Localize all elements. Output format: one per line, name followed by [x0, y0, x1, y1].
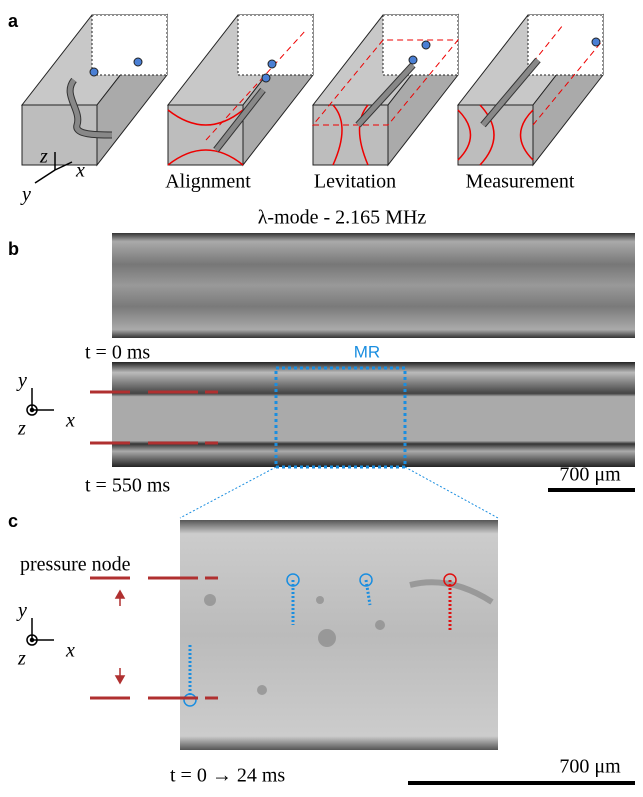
axis-label: y	[16, 370, 27, 392]
axes-a	[34, 152, 73, 184]
node-label: pressure node	[20, 554, 131, 576]
frame-label: t = 0 ms	[85, 342, 150, 364]
zoom-lines	[179, 466, 499, 519]
axis-label: x	[65, 640, 75, 662]
micrograph	[180, 520, 498, 750]
arrows	[114, 589, 126, 685]
axis-label: x	[75, 160, 85, 182]
panel-label: a	[8, 11, 19, 31]
axes-b	[26, 388, 54, 416]
frame-label: t = 550 ms	[85, 475, 170, 497]
node-lines	[90, 576, 218, 700]
panel-label: b	[8, 239, 19, 259]
panel-title: λ-mode - 2.165 MHz	[258, 207, 427, 229]
micrograph	[112, 233, 635, 338]
scale-label: 700 μm	[559, 756, 621, 778]
micrograph	[112, 362, 635, 467]
time-label: t = 0 → 24 ms	[170, 765, 285, 787]
scale-label: 700 μm	[559, 464, 621, 486]
tracks	[183, 573, 457, 707]
panel-label: c	[8, 511, 18, 531]
axis-label: z	[17, 418, 26, 440]
axes-c	[26, 618, 54, 646]
debris	[204, 594, 385, 695]
axis-label: y	[20, 184, 31, 206]
axis-label: x	[65, 410, 75, 432]
axis-label: z	[17, 648, 26, 670]
axis-label: z	[39, 146, 48, 168]
axis-label: y	[16, 600, 27, 622]
caption: Measurement	[466, 171, 575, 193]
caption: Alignment	[165, 171, 251, 193]
roi-label: MR	[354, 342, 380, 361]
caption: Levitation	[314, 171, 396, 193]
node-lines	[90, 390, 218, 445]
channel-boxes	[20, 13, 605, 167]
